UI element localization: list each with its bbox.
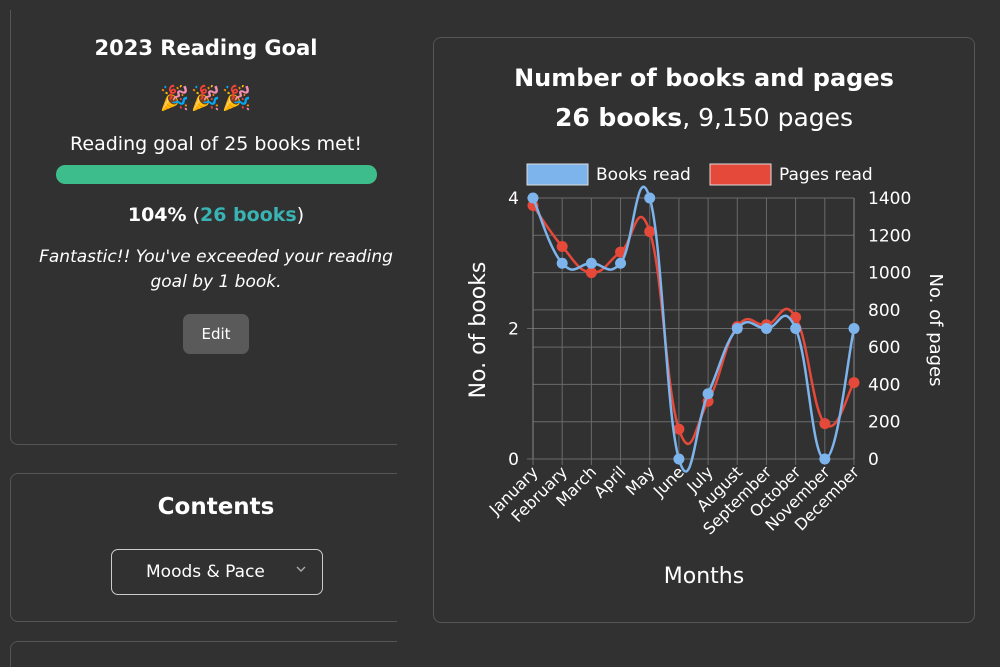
y-tick-right: 200 <box>868 413 900 433</box>
edit-goal-button[interactable]: Edit <box>183 314 249 354</box>
reading-goal-title: 2023 Reading Goal <box>94 36 318 60</box>
books-read-point <box>615 257 627 269</box>
pages-read-point <box>790 311 802 323</box>
contents-select-value: Moods & Pace <box>146 562 265 582</box>
pages-read-point <box>644 226 656 238</box>
contents-title: Contents <box>157 494 275 520</box>
pages-read-point <box>556 240 568 252</box>
contents-panel <box>10 473 397 622</box>
y-tick-right: 400 <box>868 375 900 395</box>
goal-progress-bar <box>56 165 377 184</box>
pages-read-point <box>585 267 597 279</box>
reading-goal-panel <box>10 10 397 445</box>
chart-subtitle-pages: , 9,150 pages <box>682 103 854 132</box>
legend-swatch <box>709 163 772 186</box>
goal-met-text: Reading goal of 25 books met! <box>70 133 362 155</box>
books-read-point <box>527 192 539 204</box>
goal-percent: 104% <box>127 204 187 226</box>
legend-label: Books read <box>596 165 691 185</box>
goal-exceeded-text: Fantastic!! You've exceeded your reading… <box>39 247 393 292</box>
books-read-point <box>848 323 860 334</box>
x-tick-label: May <box>622 462 659 499</box>
pages-read-point <box>819 418 831 430</box>
paren-close: ) <box>296 204 305 226</box>
x-axis-title: Months <box>664 564 744 589</box>
y-tick-right: 0 <box>868 450 879 470</box>
y-tick-right: 1200 <box>868 226 911 246</box>
x-tick-label: April <box>590 462 629 501</box>
y-tick-right: 800 <box>868 301 900 321</box>
y-tick-left: 2 <box>508 320 519 340</box>
pages-read-point <box>848 377 860 389</box>
books-read-line <box>531 185 856 473</box>
y-tick-left: 4 <box>508 189 519 209</box>
y-tick-left: 0 <box>508 450 519 470</box>
books-read-point <box>556 257 568 269</box>
chart-subtitle-books: 26 books <box>554 103 683 132</box>
books-read-point <box>673 453 685 465</box>
goal-progress-fill <box>56 165 377 184</box>
books-read-point <box>819 453 831 465</box>
contents-select[interactable]: Moods & Pace <box>111 549 323 595</box>
books-count-link[interactable]: 26 books <box>200 204 297 226</box>
next-panel <box>10 641 397 667</box>
y-tick-right: 1000 <box>868 264 911 284</box>
chart-title: Number of books and pages <box>514 64 894 92</box>
party-popper-icon: 🎉🎉🎉 <box>159 84 253 112</box>
pages-read-line <box>531 204 856 446</box>
books-pages-line-chart: 0240200400600800100012001400JanuaryFebru… <box>466 163 946 589</box>
y-axis-left-title: No. of books <box>466 262 491 399</box>
books-pages-chart-panel <box>433 37 975 623</box>
legend-swatch <box>526 163 589 186</box>
chart-subtitle: 26 books, 9,150 pages <box>433 103 975 132</box>
pages-read-point <box>615 246 627 258</box>
legend-label: Pages read <box>779 165 873 185</box>
books-read-point <box>731 323 743 334</box>
goal-percent-line: 104% (26 books) <box>0 204 432 226</box>
books-read-point <box>644 192 656 204</box>
y-tick-right: 1400 <box>868 189 911 209</box>
y-axis-right-title: No. of pages <box>925 273 946 386</box>
chevron-down-icon <box>296 566 306 572</box>
books-read-point <box>790 323 802 334</box>
y-tick-right: 600 <box>868 338 900 358</box>
books-read-point <box>585 257 597 269</box>
books-read-point <box>702 388 714 400</box>
books-read-point <box>760 323 772 334</box>
pages-read-point <box>673 423 685 435</box>
paren-open: ( <box>186 204 200 226</box>
